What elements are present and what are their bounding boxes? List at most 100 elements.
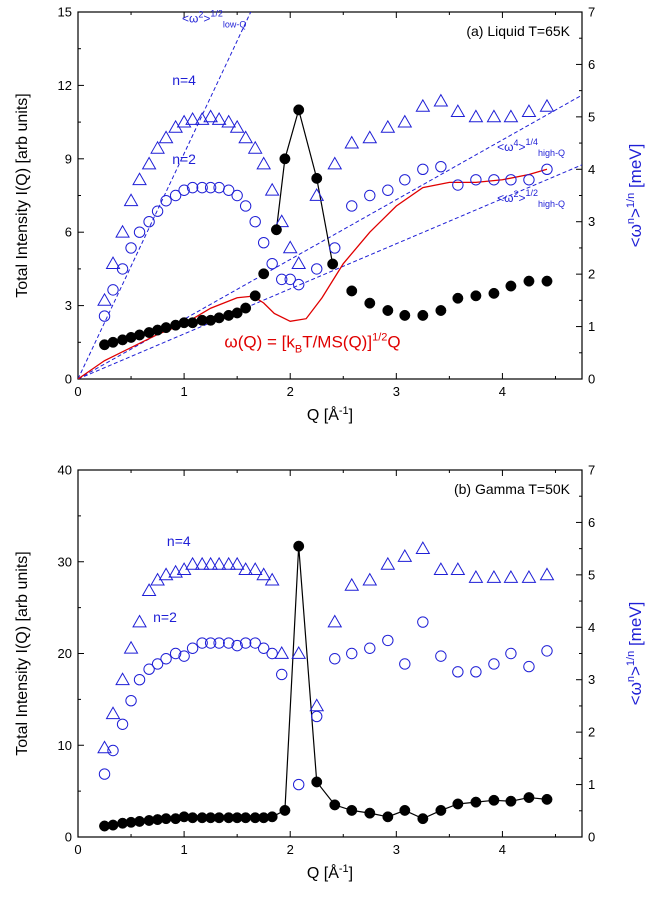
- n4-point: [291, 645, 307, 659]
- x-axis-label: Q [Å-1]: [307, 863, 353, 882]
- intensity-point: [452, 292, 464, 304]
- intensity-point: [187, 812, 199, 824]
- n4-point: [344, 135, 360, 149]
- n2-point: [143, 663, 155, 675]
- n2-point: [257, 642, 270, 654]
- intensity-point: [417, 813, 429, 825]
- n2-point: [257, 236, 270, 249]
- n4-point: [247, 140, 263, 154]
- y-right-tick-label: 0: [588, 830, 595, 845]
- plot-area: [97, 540, 555, 832]
- n2-point: [292, 278, 305, 291]
- n4-point: [123, 640, 139, 654]
- n2-point: [222, 637, 235, 649]
- n4-point: [203, 109, 218, 123]
- intensity-point: [488, 287, 500, 299]
- intensity-point: [311, 776, 323, 788]
- n2-point: [364, 642, 376, 654]
- intensity-point: [541, 793, 553, 805]
- n2-point: [213, 637, 225, 649]
- intensity-point: [505, 280, 517, 292]
- intensity-point: [213, 812, 225, 824]
- n2-point: [186, 181, 199, 194]
- n4-point: [521, 104, 537, 117]
- n2-annotation: n=2: [172, 151, 196, 167]
- n4-point: [468, 109, 484, 123]
- n4-point: [274, 214, 290, 228]
- n2-point: [133, 674, 146, 686]
- n2-point: [98, 768, 111, 780]
- intensity-point: [382, 305, 394, 316]
- intensity-point: [134, 329, 145, 341]
- n2-point: [452, 179, 464, 191]
- n2-point: [151, 205, 164, 217]
- n4-point: [123, 193, 139, 207]
- n2-point: [329, 242, 341, 254]
- n2-point: [292, 778, 305, 791]
- y-left-axis-label: Total Intensity I(Q) [arb units]: [14, 93, 31, 298]
- n2-point: [488, 174, 500, 186]
- n2-point: [231, 189, 243, 202]
- n2-point: [266, 257, 278, 270]
- n2-point: [399, 174, 411, 186]
- n4-point: [141, 583, 157, 596]
- n4-point: [503, 569, 519, 583]
- n4-annotation: n=4: [172, 72, 196, 88]
- n2-point: [160, 653, 172, 665]
- intensity-point: [270, 224, 282, 236]
- n4-point: [397, 114, 413, 128]
- n4-point: [264, 182, 280, 196]
- y-left-tick-label: 6: [65, 225, 72, 240]
- n2-point: [239, 200, 252, 212]
- n4-point: [415, 541, 431, 555]
- y-left-axis-label: Total Intensity I(Q) [arb units]: [14, 551, 31, 756]
- n4-point: [97, 740, 112, 754]
- n2-point: [231, 639, 243, 652]
- y-right-tick-label: 4: [588, 620, 595, 635]
- y-right-tick-label: 0: [588, 372, 595, 387]
- n2-point: [169, 189, 182, 202]
- n4-point: [291, 256, 307, 270]
- n4-point: [211, 111, 227, 125]
- n2-point: [311, 263, 323, 275]
- n4-point: [433, 562, 449, 575]
- y-right-tick-label: 5: [588, 567, 595, 582]
- n2-point: [417, 163, 429, 175]
- x-tick-label: 3: [393, 842, 400, 857]
- n2-point: [284, 273, 296, 286]
- intensity-point: [452, 798, 464, 810]
- n4-point: [380, 119, 396, 133]
- n2-point: [107, 744, 119, 757]
- n2-point: [470, 666, 482, 678]
- y-left-tick-label: 12: [58, 78, 72, 93]
- n4-point: [105, 256, 121, 270]
- n2-point: [266, 647, 278, 660]
- n4-point: [158, 567, 174, 581]
- y-left-tick-label: 20: [58, 646, 72, 661]
- n2-point: [249, 637, 261, 649]
- n2-point: [276, 273, 288, 286]
- y-left-tick-label: 30: [58, 554, 72, 569]
- n4-point: [132, 172, 147, 186]
- n2-point: [186, 642, 199, 654]
- n4-point: [158, 130, 174, 144]
- n4-point: [238, 562, 254, 575]
- intensity-point: [329, 799, 341, 811]
- intensity-point: [435, 305, 447, 316]
- intensity-point: [382, 811, 394, 823]
- y-right-tick-label: 1: [588, 777, 595, 792]
- intensity-point: [240, 812, 252, 824]
- n2-point: [399, 658, 411, 670]
- intensity-point: [160, 322, 172, 334]
- intensity-point: [488, 794, 500, 806]
- y-left-tick-label: 15: [58, 5, 72, 20]
- n2-point: [133, 226, 146, 238]
- intensity-point: [435, 804, 447, 816]
- n2-point: [249, 216, 261, 228]
- n2-point: [178, 184, 190, 196]
- n2-point: [204, 637, 217, 649]
- y-right-tick-label: 3: [588, 672, 595, 687]
- intensity-point: [231, 307, 243, 319]
- n4-point: [185, 556, 200, 570]
